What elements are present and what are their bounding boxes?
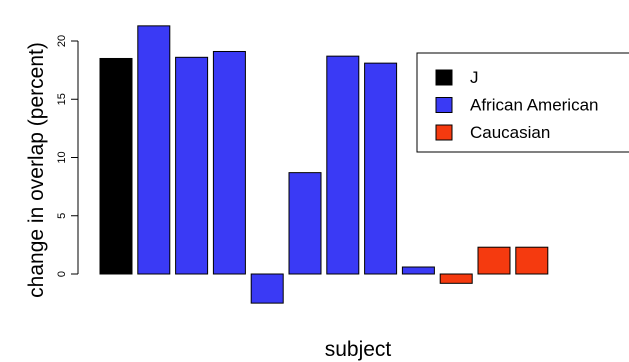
y-tick-label: 20 (56, 35, 68, 47)
legend: J African American Caucasian (416, 52, 629, 153)
y-axis: 0 5 10 15 20 (56, 35, 79, 277)
legend-swatch (435, 124, 453, 141)
bar-1 (99, 57, 133, 275)
bars-group (99, 25, 549, 304)
y-tick-label: 5 (56, 213, 68, 219)
bar-2 (137, 25, 171, 275)
legend-swatch (435, 69, 453, 86)
bar-8 (364, 62, 398, 275)
bar-9 (401, 266, 435, 275)
legend-label: J (470, 68, 479, 87)
y-tick-label: 0 (56, 271, 68, 277)
bar-12 (515, 246, 549, 275)
bar-10 (439, 273, 473, 284)
bar-4 (212, 50, 246, 275)
bar-11 (477, 246, 511, 275)
y-axis-title: change in overlap (percent) (25, 42, 48, 298)
bar-7 (326, 55, 360, 275)
legend-label: Caucasian (470, 123, 550, 142)
x-axis-title: subject (325, 338, 392, 361)
bar-3 (175, 56, 209, 275)
bar-5 (250, 273, 284, 304)
y-tick-label: 10 (56, 151, 68, 163)
legend-label: African American (470, 96, 599, 115)
y-tick-label: 15 (56, 93, 68, 105)
bar-6 (288, 172, 322, 275)
legend-swatch (435, 97, 453, 113)
